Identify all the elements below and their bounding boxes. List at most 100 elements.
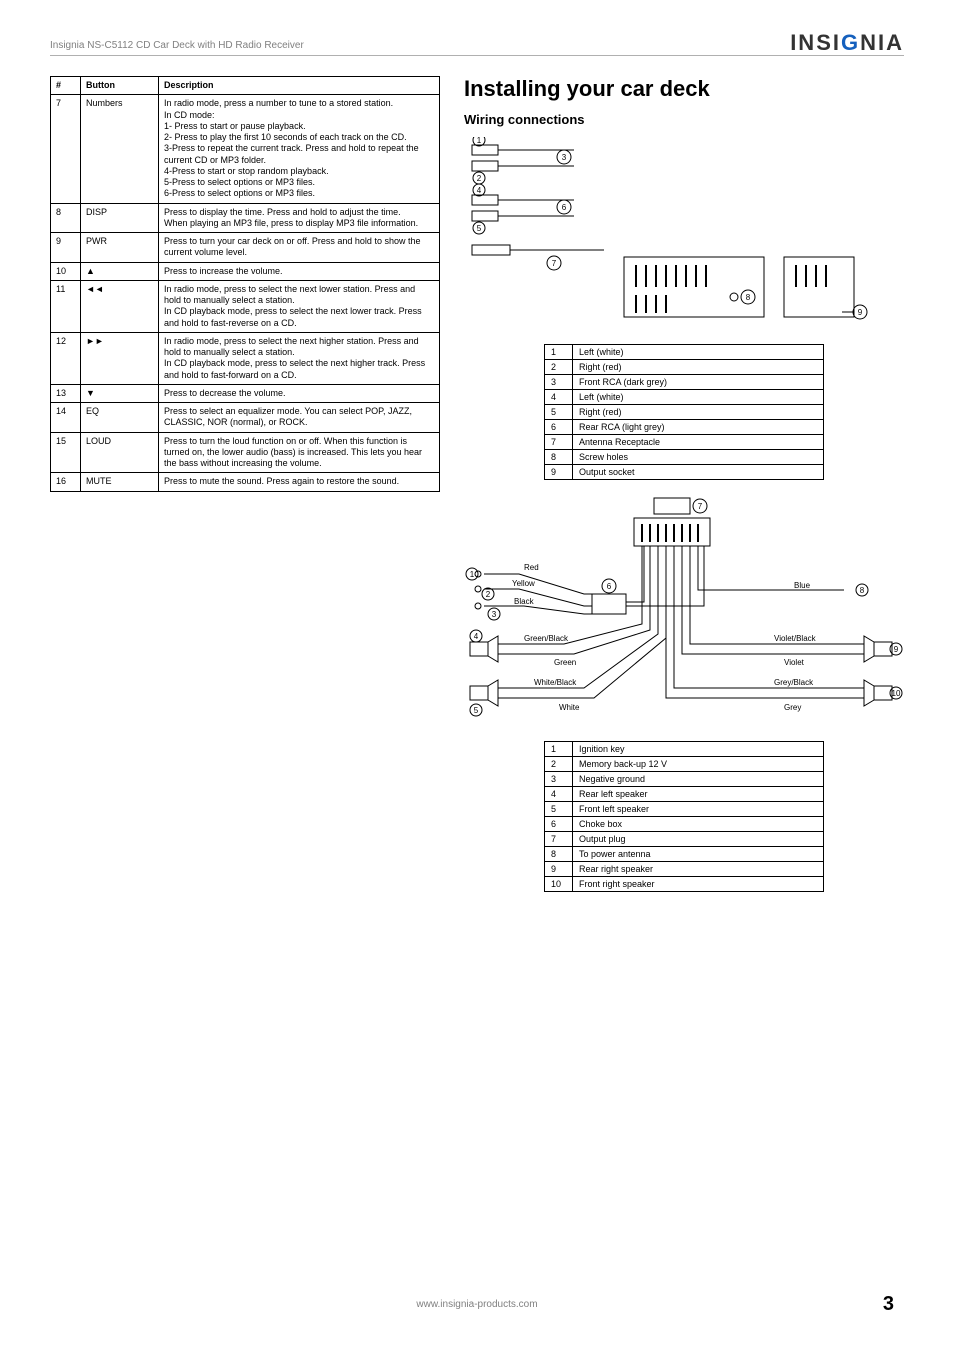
table-row: 15LOUDPress to turn the loud function on… (51, 432, 440, 473)
table-row: 9Rear right speaker (545, 862, 824, 877)
table-row: 9PWRPress to turn your car deck on or of… (51, 233, 440, 263)
col-header-button: Button (81, 77, 159, 95)
cell-description: Press to turn the loud function on or of… (159, 432, 440, 473)
svg-text:1: 1 (477, 137, 482, 145)
right-column: Installing your car deck Wiring connecti… (464, 76, 904, 906)
cell-num: 9 (545, 862, 573, 877)
svg-text:1: 1 (470, 570, 475, 579)
table-header-row: # Button Description (51, 77, 440, 95)
table-row: 6Choke box (545, 817, 824, 832)
cell-num: 6 (545, 420, 573, 435)
cell-description: Press to increase the volume. (159, 262, 440, 280)
svg-text:Yellow: Yellow (512, 579, 535, 588)
cell-num: 10 (545, 877, 573, 892)
cell-button: ◄◄ (81, 280, 159, 332)
cell-num: 4 (545, 390, 573, 405)
product-header: Insignia NS-C5112 CD Car Deck with HD Ra… (50, 40, 904, 51)
cell-num: 15 (51, 432, 81, 473)
cell-button: PWR (81, 233, 159, 263)
cell-label: Front left speaker (573, 802, 824, 817)
table-row: 3Front RCA (dark grey) (545, 375, 824, 390)
svg-text:Green/Black: Green/Black (524, 634, 569, 643)
cell-button: LOUD (81, 432, 159, 473)
table-row: 7Output plug (545, 832, 824, 847)
cell-num: 5 (545, 405, 573, 420)
svg-text:3: 3 (492, 610, 497, 619)
brand-text-post: NIA (860, 30, 904, 55)
svg-text:10: 10 (892, 689, 901, 698)
cell-description: In radio mode, press a number to tune to… (159, 95, 440, 203)
svg-text:Blue: Blue (794, 581, 811, 590)
table-row: 12►►In radio mode, press to select the n… (51, 332, 440, 384)
brand-dot: G (841, 30, 860, 55)
table-row: 8To power antenna (545, 847, 824, 862)
cell-description: In radio mode, press to select the next … (159, 280, 440, 332)
svg-text:3: 3 (562, 153, 567, 162)
table-row: 7NumbersIn radio mode, press a number to… (51, 95, 440, 203)
table-row: 5Right (red) (545, 405, 824, 420)
table-row: 10Front right speaker (545, 877, 824, 892)
wiring-table-1: 1Left (white)2Right (red)3Front RCA (dar… (544, 344, 824, 480)
cell-label: Negative ground (573, 772, 824, 787)
cell-description: Press to decrease the volume. (159, 384, 440, 402)
brand-text-pre: INSI (790, 30, 841, 55)
svg-text:2: 2 (486, 590, 491, 599)
col-header-description: Description (159, 77, 440, 95)
cell-num: 2 (545, 757, 573, 772)
wiring-diagram-2: 7 6 (464, 494, 904, 729)
cell-button: MUTE (81, 473, 159, 491)
brand-logo: INSIGNIA (790, 30, 904, 56)
cell-num: 4 (545, 787, 573, 802)
subsection-title: Wiring connections (464, 112, 904, 127)
table-row: 13▼Press to decrease the volume. (51, 384, 440, 402)
cell-label: Output socket (573, 465, 824, 480)
cell-description: In radio mode, press to select the next … (159, 332, 440, 384)
wiring-diagram-1: 1 2 4 5 3 6 7 (464, 137, 904, 332)
svg-text:7: 7 (552, 259, 557, 268)
cell-num: 14 (51, 403, 81, 433)
cell-num: 9 (51, 233, 81, 263)
table-row: 4Left (white) (545, 390, 824, 405)
svg-text:9: 9 (894, 645, 899, 654)
table-row: 16MUTEPress to mute the sound. Press aga… (51, 473, 440, 491)
table-row: 3Negative ground (545, 772, 824, 787)
svg-text:5: 5 (477, 224, 482, 233)
svg-text:6: 6 (607, 582, 612, 591)
cell-num: 8 (51, 203, 81, 233)
cell-num: 13 (51, 384, 81, 402)
cell-num: 7 (545, 435, 573, 450)
cell-button: ▲ (81, 262, 159, 280)
svg-text:4: 4 (477, 186, 482, 195)
svg-text:5: 5 (474, 706, 479, 715)
table-row: 8Screw holes (545, 450, 824, 465)
cell-label: Rear RCA (light grey) (573, 420, 824, 435)
table-row: 9Output socket (545, 465, 824, 480)
cell-label: Screw holes (573, 450, 824, 465)
cell-label: Antenna Receptacle (573, 435, 824, 450)
svg-text:8: 8 (860, 586, 865, 595)
table-row: 2Memory back-up 12 V (545, 757, 824, 772)
table-row: 7Antenna Receptacle (545, 435, 824, 450)
cell-num: 2 (545, 360, 573, 375)
wiring-table-2: 1Ignition key2Memory back-up 12 V3Negati… (544, 741, 824, 892)
cell-label: Front right speaker (573, 877, 824, 892)
cell-description: Press to turn your car deck on or off. P… (159, 233, 440, 263)
cell-num: 3 (545, 772, 573, 787)
cell-label: Rear right speaker (573, 862, 824, 877)
svg-text:White/Black: White/Black (534, 678, 577, 687)
cell-label: Front RCA (dark grey) (573, 375, 824, 390)
table-row: 4Rear left speaker (545, 787, 824, 802)
svg-text:9: 9 (858, 308, 863, 317)
cell-num: 16 (51, 473, 81, 491)
svg-text:Violet: Violet (784, 658, 805, 667)
left-column: # Button Description 7NumbersIn radio mo… (50, 76, 440, 906)
buttons-table: # Button Description 7NumbersIn radio mo… (50, 76, 440, 492)
table-row: 5Front left speaker (545, 802, 824, 817)
cell-label: Left (white) (573, 345, 824, 360)
table-row: 10▲Press to increase the volume. (51, 262, 440, 280)
cell-label: Output plug (573, 832, 824, 847)
svg-text:8: 8 (746, 293, 751, 302)
cell-num: 8 (545, 450, 573, 465)
cell-description: Press to mute the sound. Press again to … (159, 473, 440, 491)
cell-description: Press to display the time. Press and hol… (159, 203, 440, 233)
